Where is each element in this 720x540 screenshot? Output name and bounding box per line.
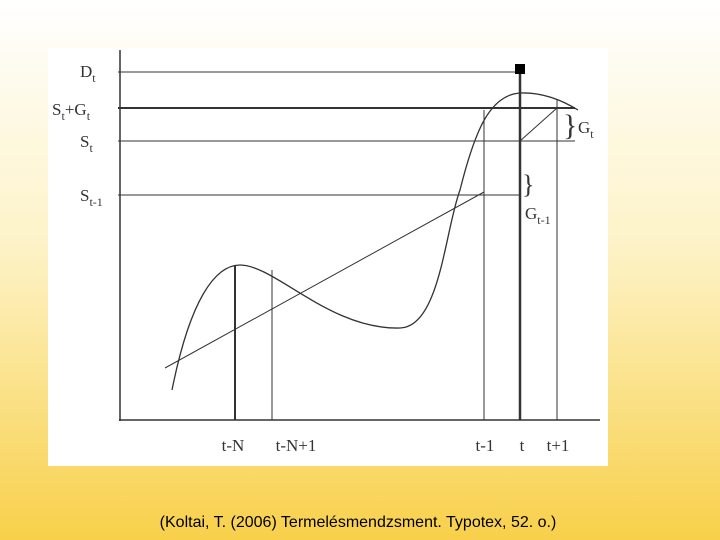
trend-line [164,191,485,369]
label-base: G [525,204,537,223]
label-subscript: t-1 [89,195,102,209]
label-base: S [80,186,89,205]
axis-label: Gt-1 [525,204,551,227]
x-label: t+1 [547,436,570,455]
axis-label: Dt [80,62,96,85]
x-label: t-1 [476,436,495,455]
label-subscript: t [590,127,594,141]
diagram-lines [118,50,600,421]
label-subscript: t [89,141,93,155]
x-label: t-N [222,436,245,455]
axis-label: St+Gt [52,100,91,123]
label-base: S [52,100,61,119]
label-subscript: t [92,71,96,85]
label-base: S [80,132,89,151]
caption: (Koltai, T. (2006) Termelésmendzsment. T… [160,514,557,531]
brace: } [563,109,577,142]
demand-point [515,64,525,74]
axis-label: Gt [578,118,594,141]
label-subscript: t [87,109,91,123]
label-base: +G [65,100,87,119]
x-label: t-N+1 [276,436,317,455]
label-base: G [578,118,590,137]
label-base: D [80,62,92,81]
axis-label: St [80,132,93,155]
label-subscript: t [61,109,65,123]
brace: } [522,170,534,199]
trend-step [519,107,558,142]
demand-curve [171,92,579,391]
axis-label: St-1 [80,186,103,209]
figure-panel [48,48,608,466]
x-label: t [520,436,525,455]
label-subscript: t-1 [537,213,550,227]
